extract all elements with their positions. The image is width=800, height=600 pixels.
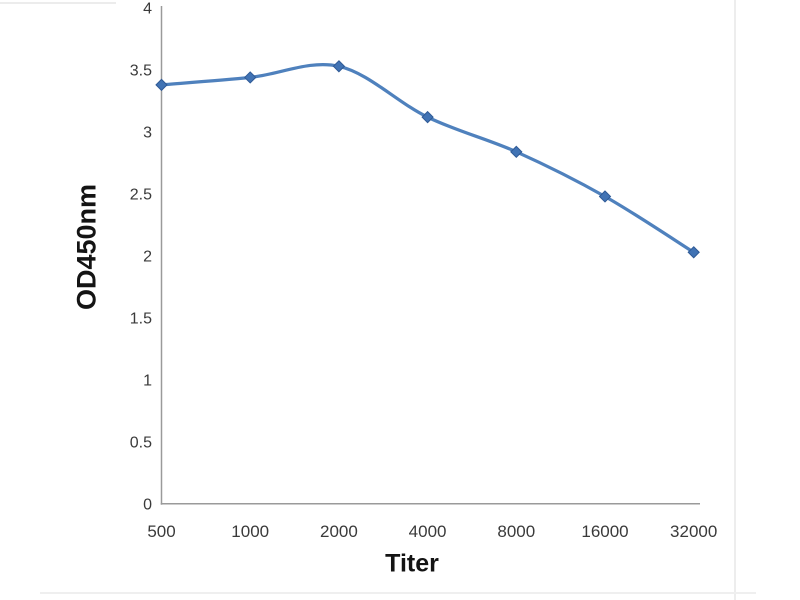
x-tick-label: 16000: [581, 522, 628, 541]
data-point-marker: [332, 60, 346, 73]
data-point-marker: [598, 190, 612, 203]
y-tick-label: 3.5: [130, 63, 152, 80]
image-edge-artifact-bottom: [40, 592, 756, 594]
series-line: [159, 62, 696, 254]
y-tick-label: 4: [143, 1, 152, 18]
y-tick-label: 0: [143, 497, 152, 514]
x-tick-label: 32000: [670, 522, 717, 541]
y-tick-label: 2: [143, 249, 152, 266]
data-point-marker: [155, 78, 168, 92]
y-tick-label: 1.5: [130, 311, 152, 328]
y-tick-label: 0.5: [130, 435, 152, 452]
data-point-marker: [687, 246, 700, 259]
x-tick-label: 8000: [497, 522, 535, 541]
x-axis-title: Titer: [385, 549, 439, 578]
y-tick-label: 3: [143, 125, 152, 142]
image-edge-artifact-right: [734, 0, 736, 600]
y-axis-title: OD450nm: [71, 183, 102, 311]
data-point-marker: [243, 71, 257, 84]
x-tick-label: 1000: [231, 522, 269, 541]
image-edge-artifact-top: [0, 2, 116, 4]
y-tick-label: 2.5: [130, 187, 152, 204]
x-tick-label: 2000: [320, 522, 358, 541]
data-point-marker: [421, 110, 434, 124]
y-tick-label: 1: [143, 373, 152, 390]
x-tick-label: 4000: [409, 522, 447, 541]
x-tick-label: 500: [147, 522, 175, 541]
data-point-marker: [510, 145, 523, 159]
